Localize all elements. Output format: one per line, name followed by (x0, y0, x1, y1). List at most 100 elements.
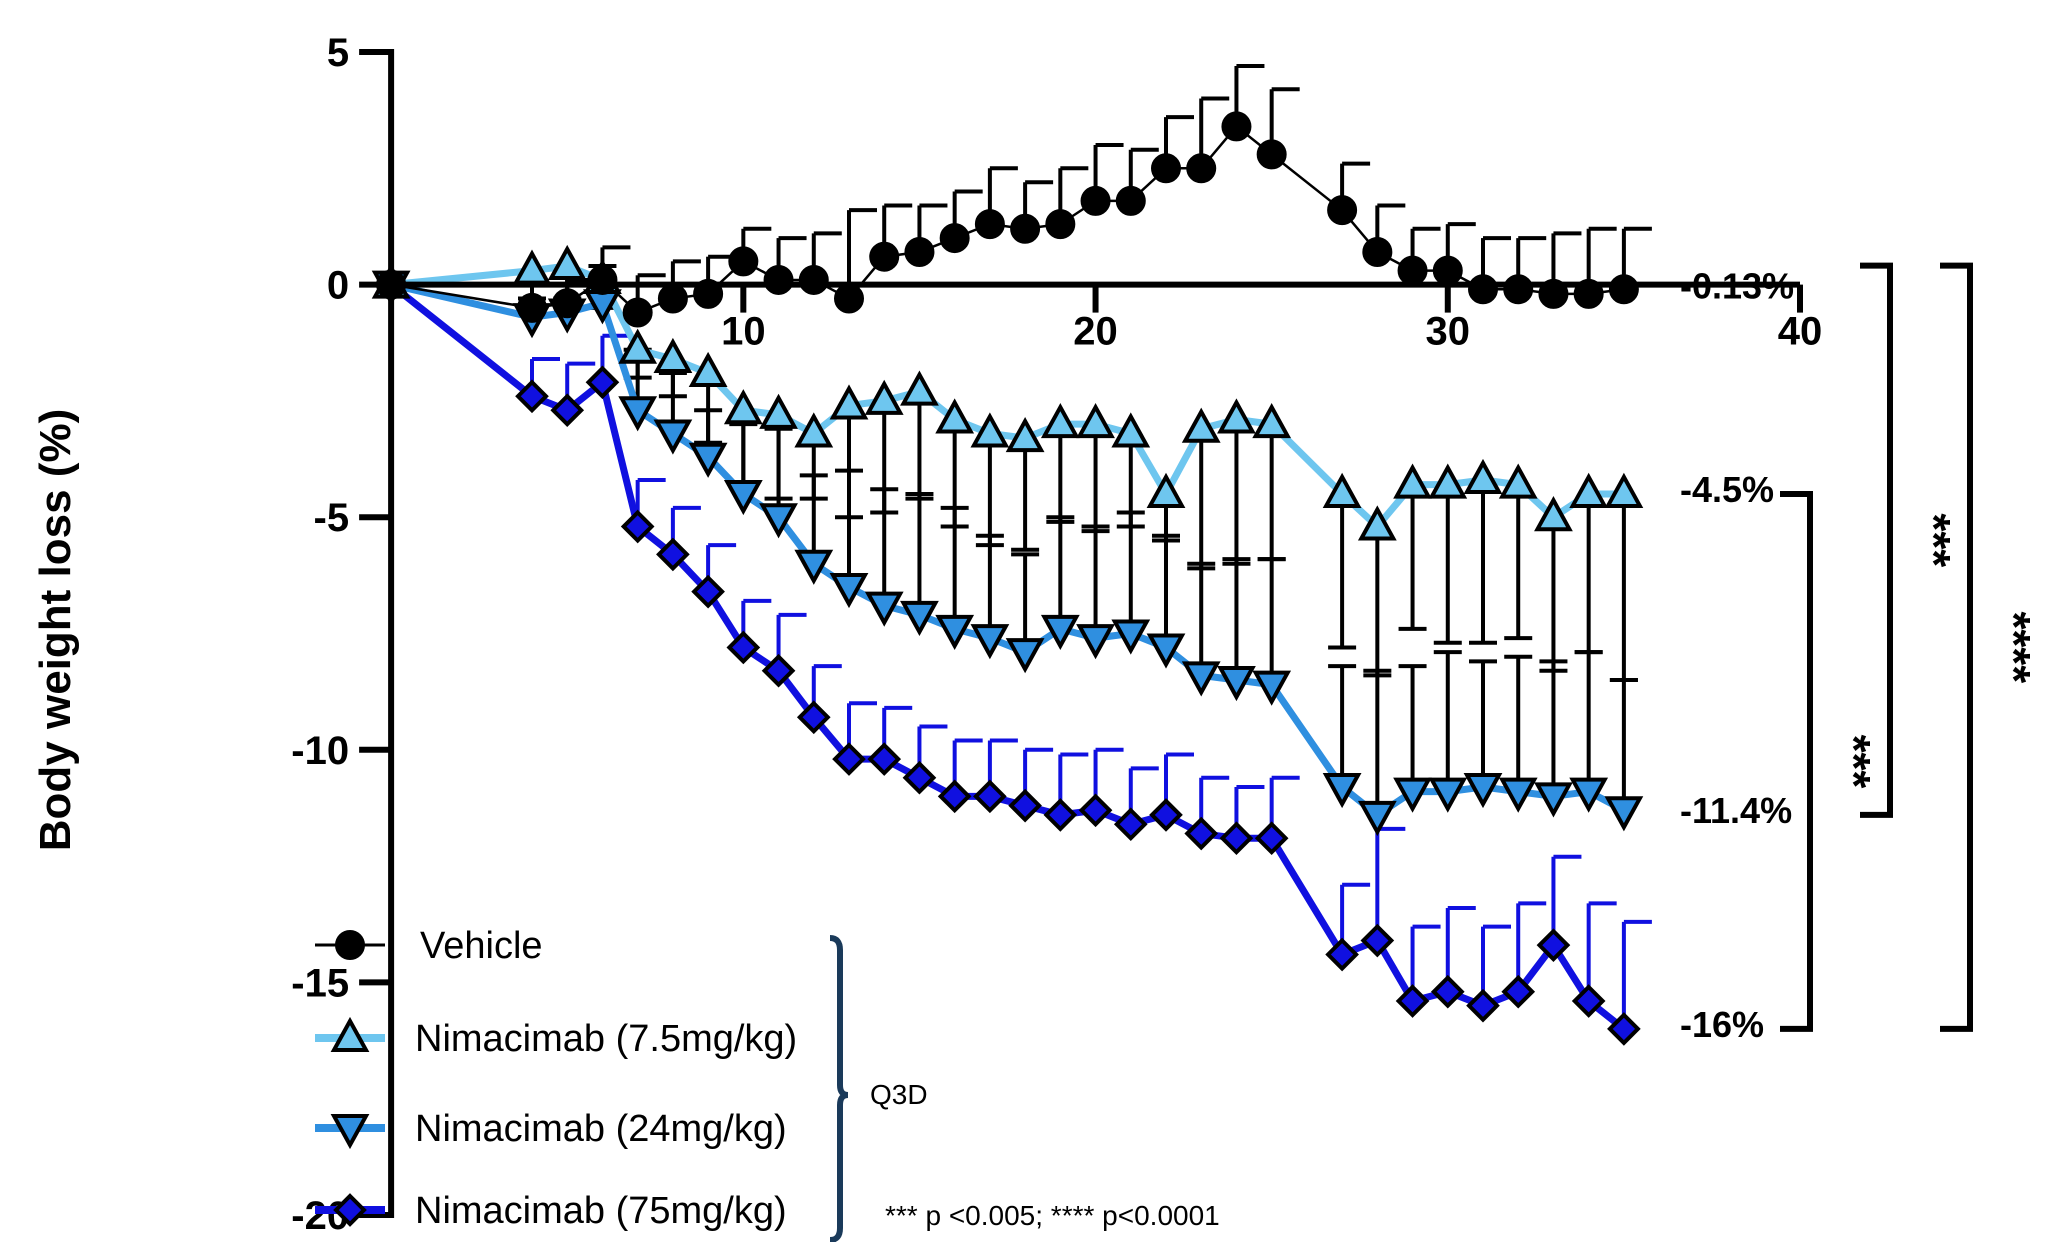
data-point (1111, 412, 1151, 448)
data-point (939, 223, 970, 254)
data-point (723, 389, 763, 425)
data-point (832, 742, 866, 776)
data-point (1503, 274, 1534, 305)
data-point (1604, 796, 1644, 832)
error-bar (1621, 919, 1652, 1029)
data-point (1393, 463, 1432, 499)
data-point (587, 264, 618, 295)
y-axis-label: Body weight loss (%) (31, 409, 80, 851)
error-bar (905, 391, 934, 501)
error-bar (1081, 424, 1110, 534)
data-point (869, 241, 900, 272)
data-point (1186, 153, 1217, 184)
data-point (937, 779, 972, 814)
error-bar (1363, 668, 1392, 815)
q3d-label: Q3D (870, 1079, 928, 1110)
data-point (1043, 798, 1078, 832)
data-point (970, 412, 1010, 448)
legend-item: Nimacimab (7.5mg/kg) (315, 1016, 797, 1060)
data-point (1466, 988, 1500, 1023)
error-bar (1046, 424, 1075, 524)
data-point (829, 384, 869, 420)
data-point (728, 246, 759, 277)
data-point (904, 237, 935, 268)
data-point (1325, 937, 1359, 972)
legend-label: Nimacimab (24mg/kg) (415, 1108, 787, 1150)
data-point (688, 442, 728, 478)
error-bar (975, 433, 1004, 548)
data-point (867, 742, 902, 776)
data-point (517, 292, 547, 323)
data-point (657, 283, 688, 314)
data-point (1217, 398, 1256, 434)
data-point (1428, 463, 1468, 499)
data-point (1604, 472, 1644, 508)
error-bar (835, 405, 863, 520)
data-point (1256, 139, 1287, 170)
data-point (691, 574, 725, 609)
data-point (798, 264, 829, 295)
data-point (1005, 638, 1045, 674)
error-bar (1551, 854, 1582, 946)
error-bar (1222, 419, 1251, 566)
data-point (1151, 153, 1181, 184)
data-point (794, 412, 834, 448)
data-point (1219, 821, 1254, 856)
legend-swatch-marker (330, 1114, 370, 1150)
data-point (900, 370, 939, 406)
end-labels-layer: -0.13% -4.5% -11.4% -16% (1680, 266, 1794, 1045)
data-point (1045, 209, 1076, 240)
data-point (974, 209, 1005, 240)
y-tick-label: 5 (327, 31, 349, 75)
data-point (1534, 782, 1573, 818)
data-point (550, 393, 585, 428)
error-bar (1011, 438, 1040, 552)
data-point (864, 591, 904, 627)
data-point (1254, 821, 1289, 856)
data-point (761, 653, 796, 688)
error-bar (975, 533, 1004, 639)
error-bar (1116, 510, 1145, 634)
end-label: -16% (1680, 1004, 1764, 1045)
data-point (1463, 773, 1503, 809)
error-bar (1081, 524, 1110, 639)
data-point (935, 398, 975, 434)
legend-label: Vehicle (420, 925, 543, 967)
x-tick-label: 20 (1073, 310, 1118, 354)
data-point (653, 419, 693, 455)
data-point (829, 572, 869, 609)
error-bar (1539, 659, 1568, 797)
x-tick-label: 10 (721, 310, 766, 354)
x-tick-label: 40 (1778, 310, 1823, 354)
data-point (1217, 666, 1256, 702)
data-point (552, 288, 583, 319)
data-point (1008, 788, 1042, 823)
significance-bracket: *** (1780, 490, 1880, 1032)
y-tick-label: 0 (327, 264, 349, 308)
data-point (1501, 974, 1536, 1009)
data-point (726, 630, 761, 665)
data-point (1468, 274, 1498, 305)
data-point (900, 600, 939, 637)
significance-bracket: **** (1940, 262, 2040, 1032)
data-point (759, 503, 798, 539)
legend-item: Nimacimab (24mg/kg) (315, 1108, 787, 1150)
data-point (1076, 624, 1115, 660)
data-point (653, 337, 693, 374)
legend-swatch-marker (333, 1193, 367, 1227)
data-point (1005, 416, 1045, 453)
data-point (759, 393, 798, 429)
data-point (1040, 403, 1080, 439)
error-bar (1574, 650, 1603, 792)
legend-item: Vehicle (315, 925, 543, 967)
x-tick-label: 30 (1426, 310, 1471, 354)
series-line (388, 281, 1627, 1032)
data-point (796, 700, 831, 735)
data-point (1430, 974, 1465, 1009)
data-point (1252, 670, 1292, 706)
significance-label: *** (1908, 513, 1960, 567)
data-point (1571, 984, 1606, 1018)
data-point (1076, 403, 1115, 439)
significance-label: **** (1988, 611, 2040, 683)
data-point (1357, 505, 1397, 541)
